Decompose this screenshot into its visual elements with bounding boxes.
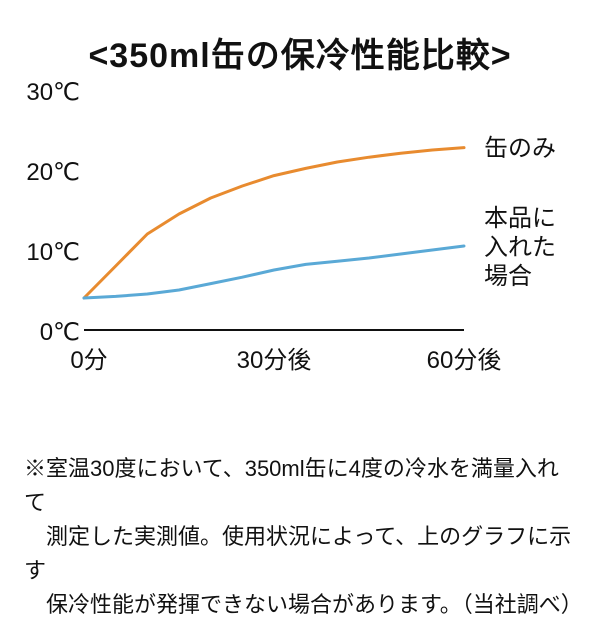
- footnote-text: ※室温30度において、350ml缶に4度の冷水を満量入れて 測定した実測値。使用…: [24, 452, 576, 622]
- chart-container: 30℃ 20℃ 10℃ 0℃ 0分 30分後 60分後 缶のみ 本品に 入れた …: [24, 80, 576, 380]
- chart-title: <350ml缶の保冷性能比較>: [0, 28, 600, 77]
- chart-plot: [24, 80, 576, 380]
- series-line-can_only: [84, 148, 464, 298]
- series-line-in_product: [84, 246, 464, 298]
